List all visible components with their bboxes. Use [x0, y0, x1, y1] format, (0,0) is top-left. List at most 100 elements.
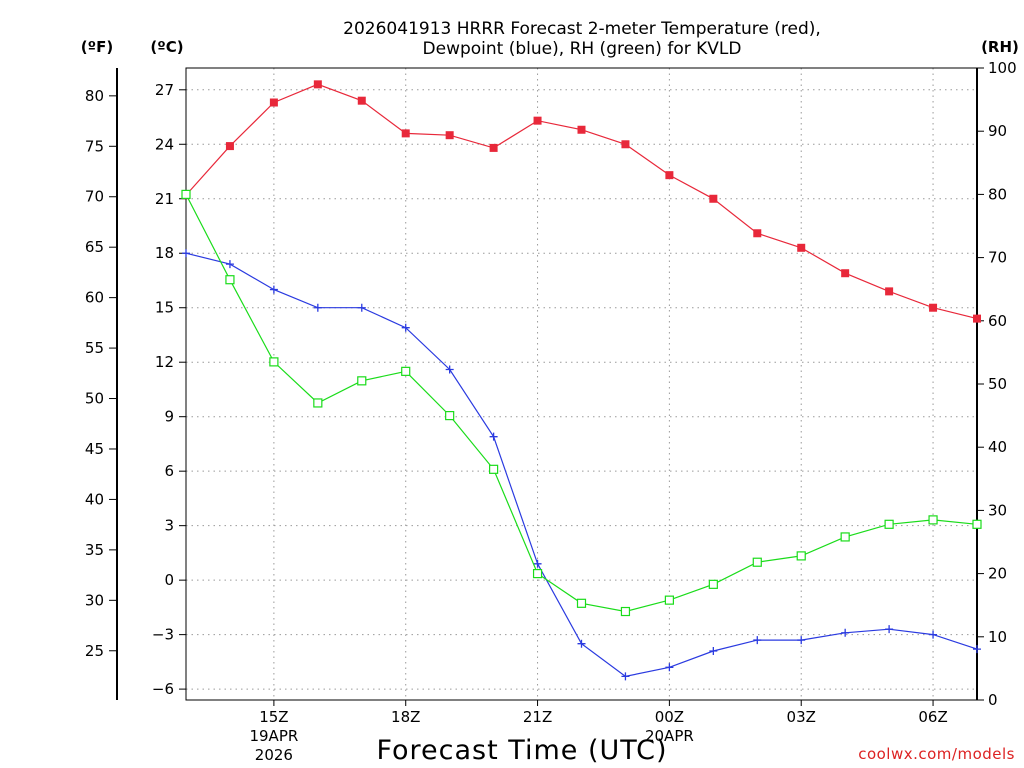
dewpoint-point — [357, 303, 366, 312]
rh-point — [840, 532, 850, 542]
celsius-tick-label: 21 — [155, 190, 174, 208]
celsius-tick-label: 24 — [155, 135, 174, 153]
temperature-line — [185, 83, 978, 320]
fahrenheit-tick-label: 25 — [85, 642, 104, 660]
fahrenheit-unit-label: (ºF) — [81, 38, 113, 56]
fahrenheit-tick-label: 60 — [85, 289, 104, 307]
temperature-point — [709, 194, 718, 203]
dewpoint-point — [885, 625, 894, 634]
rh-point — [532, 568, 543, 579]
x-tick-label: 18Z — [391, 708, 420, 726]
temperature-point — [445, 131, 454, 140]
rh-point — [489, 464, 499, 474]
dewpoint-point — [182, 249, 190, 258]
dewpoint-point — [797, 636, 806, 645]
dewpoint-point — [489, 432, 498, 441]
axes: 2724211815129630−3−680757065605550454035… — [85, 59, 1017, 764]
fahrenheit-tick-label: 35 — [85, 541, 104, 559]
celsius-tick-label: 12 — [155, 353, 174, 371]
rh-tick-label: 0 — [988, 691, 998, 709]
temperature-point — [797, 243, 806, 252]
temperature-point — [665, 171, 674, 180]
celsius-tick-label: 9 — [164, 408, 174, 426]
fahrenheit-tick-label: 75 — [85, 137, 104, 155]
temperature-point — [269, 98, 278, 107]
celsius-tick-label: 3 — [164, 517, 174, 535]
temperature-point — [225, 142, 234, 151]
rh-point — [620, 606, 631, 617]
rh-point — [225, 275, 235, 285]
x-tick-date: 19APR — [249, 727, 298, 745]
rh-tick-label: 50 — [988, 375, 1007, 393]
fahrenheit-tick-label: 50 — [85, 390, 104, 408]
rh-point — [664, 595, 674, 605]
dewpoint-point — [225, 260, 234, 269]
temperature-point — [885, 287, 894, 296]
x-tick-label: 00Z — [655, 708, 684, 726]
dewpoint-point — [929, 630, 938, 639]
temperature-point — [313, 80, 322, 89]
temperature-point — [533, 116, 542, 125]
celsius-tick-label: 6 — [164, 462, 174, 480]
credit-text: coolwx.com/models — [858, 745, 1015, 763]
dewpoint-point — [665, 663, 674, 672]
dewpoint-point — [753, 636, 762, 645]
fahrenheit-tick-label: 70 — [85, 188, 104, 206]
rh-tick-label: 20 — [988, 565, 1007, 583]
rh-point — [796, 551, 806, 561]
dewpoint-point — [973, 645, 981, 654]
dewpoint-point — [621, 672, 630, 681]
fahrenheit-tick-label: 45 — [85, 440, 104, 458]
rh-tick-label: 60 — [988, 312, 1007, 330]
celsius-tick-label: −3 — [152, 626, 174, 644]
rh-tick-label: 90 — [988, 122, 1007, 140]
rh-point — [313, 398, 323, 408]
rh-tick-label: 40 — [988, 438, 1007, 456]
temperature-point — [357, 96, 366, 105]
temperature-point — [841, 269, 850, 278]
dewpoint-line — [185, 252, 978, 678]
fahrenheit-tick-label: 80 — [85, 87, 104, 105]
dewpoint-point — [533, 559, 542, 568]
chart-title-line-2: Dewpoint (blue), RH (green) for KVLD — [423, 39, 742, 59]
temperature-point — [973, 314, 981, 323]
rh-tick-label: 80 — [988, 185, 1007, 203]
celsius-tick-label: 0 — [164, 571, 174, 589]
temperature-point — [621, 140, 630, 149]
x-axis-title: Forecast Time (UTC) — [376, 735, 667, 766]
fahrenheit-tick-label: 65 — [85, 238, 104, 256]
rh-tick-label: 30 — [988, 501, 1007, 519]
rh-point — [708, 579, 718, 589]
fahrenheit-tick-label: 40 — [85, 490, 104, 508]
celsius-tick-label: 15 — [155, 299, 174, 317]
dewpoint-point — [445, 365, 454, 374]
rh-point — [401, 366, 411, 376]
dewpoint-point — [577, 639, 586, 648]
chart-title-line-1: 2026041913 HRRR Forecast 2-meter Tempera… — [343, 19, 821, 39]
rh-point — [181, 189, 191, 199]
data-series — [181, 80, 982, 681]
rh-point — [972, 519, 982, 529]
rh-point — [884, 519, 894, 529]
dewpoint-point — [709, 646, 718, 655]
temperature-point — [929, 303, 938, 312]
temperature-point — [577, 125, 586, 134]
x-tick-label: 15Z — [259, 708, 288, 726]
x-tick-year: 2026 — [255, 746, 293, 764]
rh-point — [357, 376, 367, 386]
x-tick-label: 03Z — [787, 708, 816, 726]
rh-point — [269, 357, 279, 367]
fahrenheit-tick-label: 30 — [85, 591, 104, 609]
dewpoint-point — [313, 303, 322, 312]
celsius-tick-label: 27 — [155, 81, 174, 99]
rh-point — [576, 598, 587, 608]
rh-tick-label: 100 — [988, 59, 1017, 77]
temperature-point — [489, 143, 498, 152]
fahrenheit-tick-label: 55 — [85, 339, 104, 357]
rh-unit-label: (RH) — [981, 38, 1019, 56]
x-tick-label: 06Z — [918, 708, 947, 726]
dewpoint-point — [401, 323, 410, 332]
rh-point — [752, 557, 762, 567]
celsius-unit-label: (ºC) — [150, 38, 183, 56]
